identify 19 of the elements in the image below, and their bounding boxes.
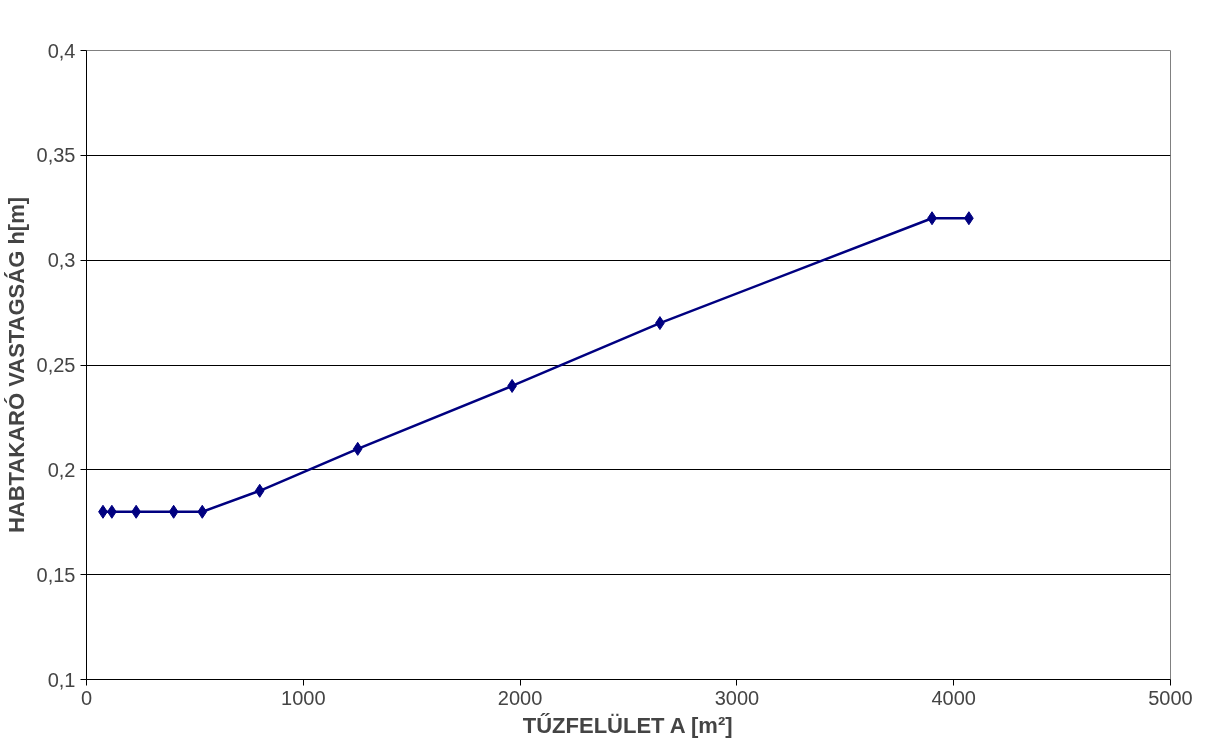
x-tick-label: 5000 bbox=[1148, 686, 1193, 709]
y-tick-label: 0,15 bbox=[36, 563, 76, 586]
x-tick-label: 4000 bbox=[931, 686, 976, 709]
x-tick-label: 0 bbox=[80, 686, 93, 709]
y-tick-label: 0,35 bbox=[36, 144, 76, 167]
y-tick-label: 0,3 bbox=[47, 249, 76, 272]
y-tick-label: 0,4 bbox=[47, 39, 76, 62]
x-tick-label: 1000 bbox=[281, 686, 326, 709]
x-tick-label: 2000 bbox=[497, 686, 543, 709]
y-axis-title: HABTAKARÓ VASTAGSÁG h[m] bbox=[3, 196, 29, 534]
point bbox=[352, 441, 363, 456]
point bbox=[254, 483, 265, 498]
y-tick-label: 0,2 bbox=[47, 458, 76, 481]
x-tick-label: 3000 bbox=[714, 686, 760, 709]
y-tick-label: 0,25 bbox=[36, 354, 76, 376]
y-tick-label: 0,1 bbox=[47, 668, 76, 691]
point bbox=[197, 504, 208, 519]
x-axis-title: TŰZFELÜLET A [m²] bbox=[522, 712, 733, 738]
point bbox=[168, 504, 179, 519]
